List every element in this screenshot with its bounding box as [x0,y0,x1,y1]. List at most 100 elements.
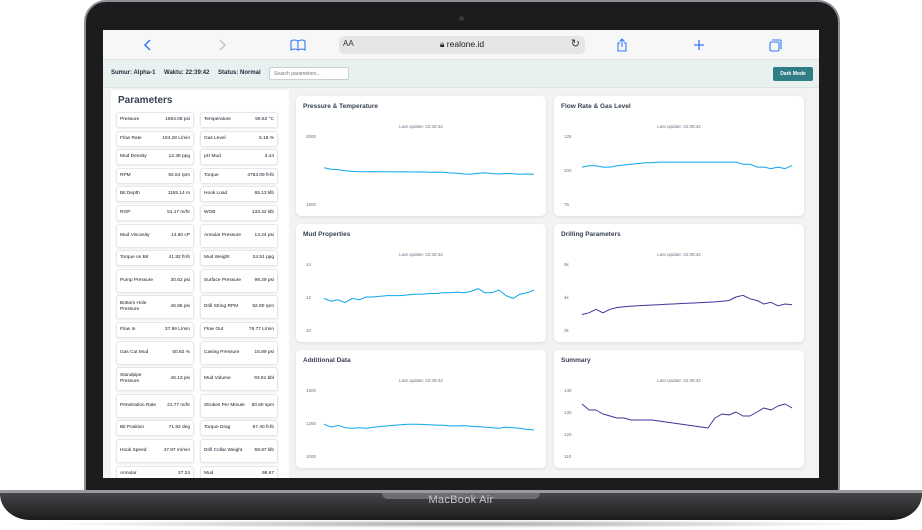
reader-aa-button[interactable]: AA [343,39,354,48]
current-time: Waktu: 22:39:42 [164,70,210,76]
camera-icon [459,16,464,21]
param-card: Gas Cut Mud 50.82 % [116,340,194,365]
chart-title: Additional Data [303,357,351,364]
param-value: 27.24 [177,470,190,476]
series-line [581,294,793,315]
param-value: 92.64 rpm [168,172,190,178]
y-tick-label: 1500 [306,388,317,393]
param-value: 60.80 spm [251,402,274,408]
param-name: RPM [120,172,131,178]
tabs-icon[interactable] [766,36,784,54]
param-name: Torque [204,172,219,178]
param-card: Pressure 1564.08 psi [116,112,194,128]
y-tick-label: 100 [564,168,572,173]
param-card: Temperature 59.62 °C [200,112,278,128]
param-name: Bit Depth [120,191,140,197]
param-name: Temperature [204,117,231,122]
lock-icon: 🔒︎ [439,39,445,49]
dark-mode-button[interactable]: Dark Mode [773,67,813,81]
param-value: 76.77 L/min [248,326,274,332]
param-name: Mud Volume [204,376,231,382]
param-value: 37.99 L/min [164,326,190,332]
chart-last-update: Last update: 22:39:42 [399,252,443,257]
param-name: ROP [120,209,131,215]
chevron-left-icon[interactable] [139,36,157,54]
param-name: Gas Cut Mud [120,349,149,355]
param-value: 3763.09 ft-lb [247,172,274,178]
y-tick-label: 5k [564,262,570,267]
param-card: pH Mud 3.44 [200,149,278,166]
param-card: Drill Collar Weight 59.97 klb [200,438,278,463]
chart-additional-data: 1500 1250 1000 [306,388,535,459]
param-name: pH Mud [204,154,221,160]
chart-card-summary: Summary Last update: 22:39:42 140 130 120 1… [554,350,804,468]
param-card: Drill String RPM 92.90 rpm [200,295,278,320]
param-value: 3.44 [264,154,274,160]
param-name: Flow In [120,326,136,332]
param-card: Flow Rate 104.28 L/min [116,130,194,147]
chevron-right-icon[interactable] [213,36,231,54]
chart-card-flow-gas: Flow Rate & Gas Level Last update: 22:39… [554,96,804,216]
y-tick-label: 4k [564,295,570,300]
chart-title: Mud Properties [303,231,351,238]
param-name: Surface Pressure [204,277,242,283]
param-card: Gas Level 5.18 % [200,130,278,147]
param-card: WOB 133.42 klb [200,204,278,221]
param-name: Standpipe Pressure [120,373,142,385]
param-value: 12.38 ppg [168,154,190,160]
param-name: Annular [120,470,137,476]
param-value: 71.82 deg [168,425,190,431]
status-text: Status: Normal [218,70,261,76]
y-tick-label: 1500 [306,202,317,207]
chart-mud-properties: 14 12 10 [306,262,535,333]
param-name: Mud [204,470,214,476]
chart-last-update: Last update: 22:39:42 [657,124,701,129]
y-tick-label: 1000 [306,454,317,459]
param-value: 13.24 psi [254,232,274,238]
laptop-notch [382,493,540,499]
share-icon[interactable] [613,36,631,54]
chart-card-additional-data: Additional Data Last update: 22:39:42 15… [296,350,546,468]
param-value: 50.82 % [172,349,190,355]
y-tick-label: 2000 [306,134,317,139]
param-value: 98.67 [261,470,274,476]
laptop-shadow [40,520,882,528]
y-tick-label: 125 [564,134,572,139]
reload-icon[interactable]: ↻ [570,38,580,50]
param-name: Bit Position [120,425,144,431]
param-name: Flow Rate [120,135,142,141]
chart-pressure-temperature: 2000 1500 [306,134,535,207]
param-card: Casing Pressure 15.89 psi [200,340,278,365]
param-value: 24.51 ppg [252,255,274,261]
param-card: RPM 92.64 rpm [116,167,194,184]
param-value: 46.85 psi [170,304,190,310]
param-name: Annular Pressure [204,232,242,238]
book-icon[interactable] [289,36,307,54]
param-card: ROP 51.17 m/hr [116,204,194,221]
param-value: 92.90 rpm [252,304,274,310]
series-line [323,288,535,304]
address-bar[interactable]: AA 🔒︎ realone.id ↻ [339,36,585,54]
search-input[interactable] [269,67,349,80]
param-name: Casing Pressure [204,349,240,355]
param-value: 21.77 m/hr [167,402,190,408]
chart-card-pressure-temperature: Pressure & Temperature Last update: 22:3… [296,96,546,216]
url-text: 🔒︎ realone.id [339,39,585,50]
chart-summary: 140 130 120 110 [564,388,793,459]
y-tick-label: 10 [306,328,312,333]
param-card: Surface Pressure 99.29 psi [200,268,278,293]
param-value: 1564.08 psi [165,117,190,122]
laptop-base-edge [0,490,922,493]
param-name: Drill String RPM [204,304,239,310]
screen: AA 🔒︎ realone.id ↻ Sumur: Alpha-1 Waktu:… [103,30,819,478]
param-card: Flow In 37.99 L/min [116,321,194,338]
param-card: Strokes Per Minute 60.80 spm [200,393,278,418]
param-name: Torque on Bit [120,255,149,261]
param-name: Pressure [120,117,140,122]
param-name: Pump Pressure [120,277,154,283]
param-name: Torque Drag [204,425,231,431]
param-card: Bottom Hole Pressure 46.85 psi [116,295,194,320]
param-value: 59.97 klb [254,447,274,453]
param-name: Strokes Per Minute [204,402,245,408]
plus-icon[interactable] [690,36,708,54]
